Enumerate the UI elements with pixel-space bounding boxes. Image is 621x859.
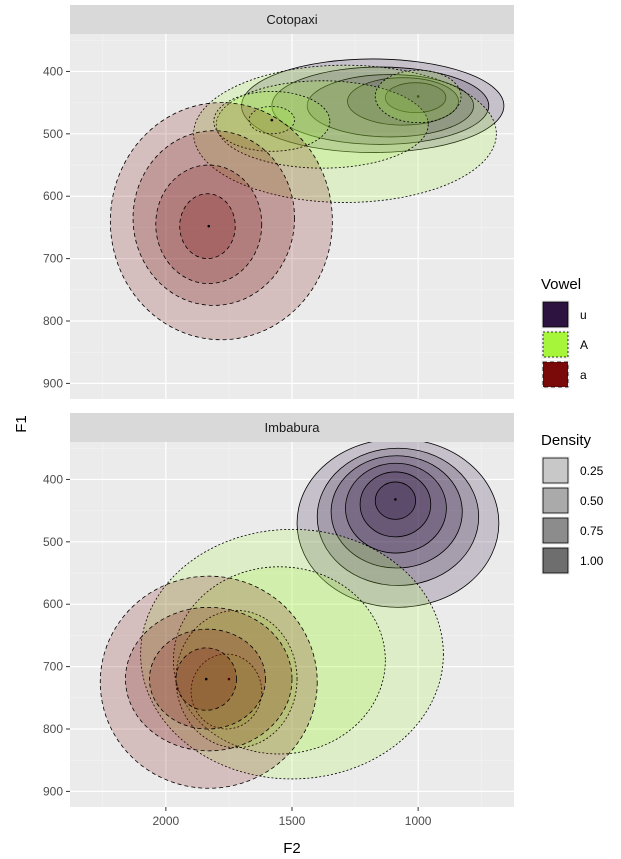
density-contour-A: [375, 70, 461, 122]
x-tick-label: 1500: [279, 814, 306, 828]
y-tick-label: 800: [43, 722, 63, 736]
strip-label-imbabura: Imbabura: [265, 420, 321, 435]
density-series-a: [100, 576, 317, 788]
density-legend-key: [543, 458, 568, 483]
y-tick-label: 700: [43, 252, 63, 266]
density-legend-key: [543, 488, 568, 513]
y-tick-label: 600: [43, 597, 63, 611]
x-axis-title: F2: [283, 840, 301, 857]
density-legend-label: 0.75: [580, 524, 604, 538]
density-peak-u: [394, 498, 397, 501]
x-tick-label: 2000: [153, 814, 180, 828]
legend-key-A: [543, 332, 568, 357]
strip-label-cotopaxi: Cotopaxi: [266, 12, 317, 27]
density-legend-label: 0.25: [580, 464, 604, 478]
y-tick-label: 400: [43, 472, 63, 486]
density-peak-a: [205, 678, 208, 681]
vowel-legend-title: Vowel: [541, 276, 581, 293]
panel-imbabura: Imbabura 400 500 600 700 800 900: [43, 413, 514, 807]
density-legend-label: 1.00: [580, 554, 604, 568]
y-tick-label: 700: [43, 660, 63, 674]
y-tick-label: 900: [43, 376, 63, 390]
y-tick-label: 800: [43, 314, 63, 328]
y-axis-ticks: 400 500 600 700 800 900: [43, 64, 70, 390]
density-legend-title: Density: [541, 432, 592, 449]
panel-cotopaxi: Cotopaxi 400 500 600 700 800 900: [43, 5, 514, 399]
legend-label-a: a: [580, 368, 587, 382]
y-tick-label: 600: [43, 189, 63, 203]
y-tick-label: 500: [43, 127, 63, 141]
y-tick-label: 500: [43, 535, 63, 549]
y-axis-title: F1: [13, 415, 30, 433]
density-legend: Density 0.25 0.50 0.75 1.00: [541, 432, 604, 575]
legend-key-a: [543, 362, 568, 387]
density-legend-label: 0.50: [580, 494, 604, 508]
density-legend-key: [543, 518, 568, 543]
legend-label-A: A: [580, 338, 588, 352]
density-series-a: [110, 103, 332, 340]
legend-key-u: [543, 302, 568, 327]
y-axis-ticks: 400 500 600 700 800 900: [43, 472, 70, 798]
y-tick-label: 900: [43, 784, 63, 798]
x-tick-label: 1000: [405, 814, 432, 828]
vowel-legend: Vowel u Aa: [541, 276, 588, 389]
legend-label-u: u: [580, 308, 587, 322]
x-axis-ticks: 2000 1500 1000: [153, 807, 432, 828]
y-tick-label: 400: [43, 64, 63, 78]
density-peak-a: [207, 225, 210, 228]
density-legend-key: [543, 548, 568, 573]
